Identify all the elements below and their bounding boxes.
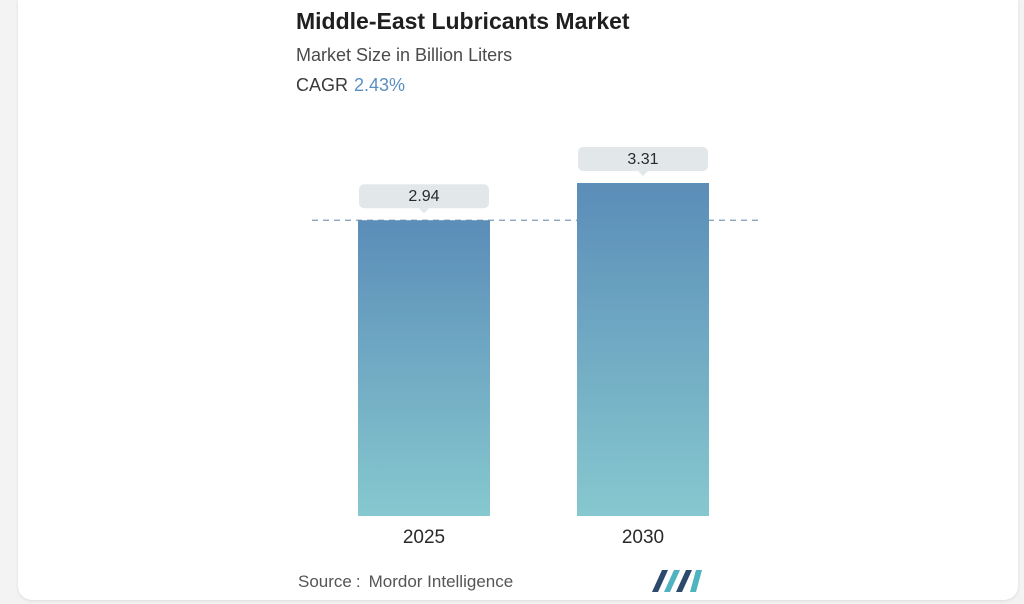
category-label-2025: 2025 <box>403 527 445 548</box>
mordor-intelligence-logo-icon <box>652 570 702 592</box>
chart-title: Middle-East Lubricants Market <box>296 8 630 34</box>
cagr-value: 2.43% <box>354 75 406 95</box>
category-label-2030: 2030 <box>622 527 664 548</box>
bar-chart: 2.94 2025 3.31 2030 <box>312 147 758 548</box>
value-label-pointer-2025 <box>419 208 429 214</box>
source-line: Source: Mordor Intelligence <box>298 572 513 592</box>
data-label-2025: 2.94 <box>408 188 439 205</box>
bar-2025 <box>358 220 490 516</box>
data-label-2030: 3.31 <box>627 151 658 168</box>
source-name: Mordor Intelligence <box>368 572 514 591</box>
bar-2030 <box>577 183 709 516</box>
chart-card <box>18 0 1018 600</box>
value-label-box-2025 <box>359 184 489 209</box>
chart-subtitle: Market Size in Billion Liters <box>296 45 513 65</box>
cagr-label: CAGR <box>296 75 349 95</box>
cagr-line: CAGR 2.43% <box>296 75 405 96</box>
source-separator: : <box>355 572 361 591</box>
value-label-pointer-2030 <box>638 171 648 177</box>
source-label: Source <box>298 572 352 591</box>
value-label-box-2030 <box>578 147 708 172</box>
